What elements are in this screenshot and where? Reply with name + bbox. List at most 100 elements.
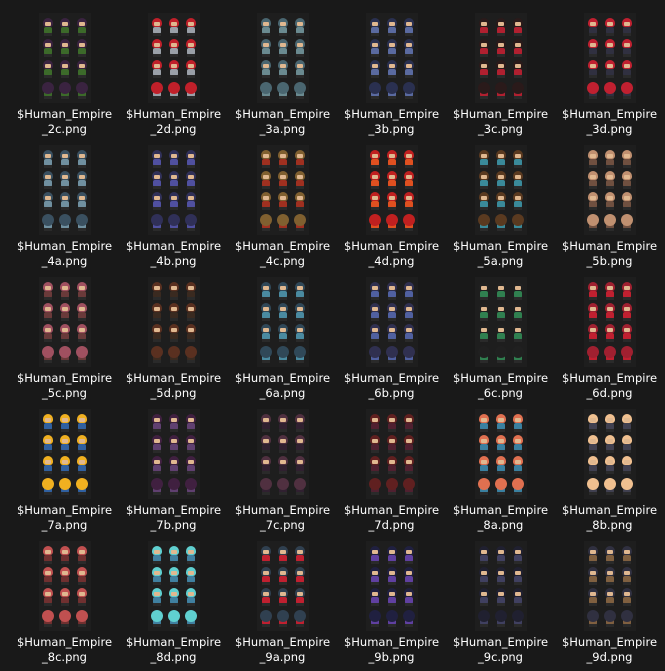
- file-name[interactable]: $Human_Empire _3d.png: [557, 107, 662, 137]
- file-thumbnail[interactable]: [38, 277, 91, 367]
- file-name[interactable]: $Human_Empire _8a.png: [448, 503, 553, 533]
- file-name[interactable]: $Human_Empire _5c.png: [12, 371, 117, 401]
- file-name[interactable]: $Human_Empire _5d.png: [121, 371, 226, 401]
- file-name[interactable]: $Human_Empire _6d.png: [557, 371, 662, 401]
- file-name[interactable]: $Human_Empire _6c.png: [448, 371, 553, 401]
- file-name-line2: _3a.png: [259, 122, 306, 136]
- file-name[interactable]: $Human_Empire _7c.png: [230, 503, 335, 533]
- file-thumbnail[interactable]: [474, 13, 527, 103]
- file-thumbnail[interactable]: [147, 13, 200, 103]
- file-item[interactable]: $Human_Empire _3b.png: [337, 10, 446, 142]
- sprite-frame: [511, 59, 525, 78]
- file-thumbnail[interactable]: [38, 145, 91, 235]
- file-thumbnail[interactable]: [583, 277, 636, 367]
- file-thumbnail[interactable]: [256, 145, 309, 235]
- file-name[interactable]: $Human_Empire _4a.png: [12, 239, 117, 269]
- file-thumbnail[interactable]: [583, 541, 636, 631]
- file-name-line2: _6a.png: [259, 386, 306, 400]
- sprite-frame: [368, 81, 382, 99]
- file-item[interactable]: $Human_Empire _6c.png: [446, 274, 555, 406]
- file-thumbnail[interactable]: [256, 541, 309, 631]
- file-name[interactable]: $Human_Empire _5b.png: [557, 239, 662, 269]
- file-item[interactable]: $Human_Empire _5c.png: [10, 274, 119, 406]
- file-name[interactable]: $Human_Empire _9b.png: [339, 635, 444, 665]
- file-name[interactable]: $Human_Empire _6b.png: [339, 371, 444, 401]
- file-name[interactable]: $Human_Empire _4c.png: [230, 239, 335, 269]
- file-name-line1: $Human_Empire: [125, 239, 222, 253]
- file-name[interactable]: $Human_Empire _7a.png: [12, 503, 117, 533]
- file-item[interactable]: $Human_Empire _6b.png: [337, 274, 446, 406]
- file-thumbnail[interactable]: [583, 145, 636, 235]
- file-item[interactable]: $Human_Empire _9d.png: [555, 538, 664, 670]
- file-thumbnail[interactable]: [583, 13, 636, 103]
- file-name[interactable]: $Human_Empire _2d.png: [121, 107, 226, 137]
- file-item[interactable]: $Human_Empire _4a.png: [10, 142, 119, 274]
- file-name[interactable]: $Human_Empire _5a.png: [448, 239, 553, 269]
- file-item[interactable]: $Human_Empire _3d.png: [555, 10, 664, 142]
- file-thumbnail[interactable]: [38, 409, 91, 499]
- file-item[interactable]: $Human_Empire _9a.png: [228, 538, 337, 670]
- sprite-frame: [41, 609, 55, 627]
- file-thumbnail[interactable]: [365, 145, 418, 235]
- file-name-line1: $Human_Empire: [561, 107, 658, 121]
- sprite-frame: [511, 281, 525, 300]
- file-thumbnail[interactable]: [147, 277, 200, 367]
- file-thumbnail[interactable]: [256, 409, 309, 499]
- file-item[interactable]: $Human_Empire _6d.png: [555, 274, 664, 406]
- file-item[interactable]: $Human_Empire _8d.png: [119, 538, 228, 670]
- file-thumbnail[interactable]: [583, 409, 636, 499]
- file-item[interactable]: $Human_Empire _7c.png: [228, 406, 337, 538]
- file-item[interactable]: $Human_Empire _5b.png: [555, 142, 664, 274]
- file-name[interactable]: $Human_Empire _7d.png: [339, 503, 444, 533]
- file-name[interactable]: $Human_Empire _8b.png: [557, 503, 662, 533]
- file-name[interactable]: $Human_Empire _8d.png: [121, 635, 226, 665]
- file-thumbnail[interactable]: [365, 277, 418, 367]
- file-item[interactable]: $Human_Empire _5d.png: [119, 274, 228, 406]
- file-item[interactable]: $Human_Empire _2d.png: [119, 10, 228, 142]
- file-name[interactable]: $Human_Empire _3b.png: [339, 107, 444, 137]
- file-thumbnail[interactable]: [474, 409, 527, 499]
- file-item[interactable]: $Human_Empire _2c.png: [10, 10, 119, 142]
- file-item[interactable]: $Human_Empire _6a.png: [228, 274, 337, 406]
- file-name[interactable]: $Human_Empire _2c.png: [12, 107, 117, 137]
- file-item[interactable]: $Human_Empire _8c.png: [10, 538, 119, 670]
- file-thumbnail[interactable]: [147, 541, 200, 631]
- file-item[interactable]: $Human_Empire _9c.png: [446, 538, 555, 670]
- file-item[interactable]: $Human_Empire _8a.png: [446, 406, 555, 538]
- file-name[interactable]: $Human_Empire _3c.png: [448, 107, 553, 137]
- file-item[interactable]: $Human_Empire _9b.png: [337, 538, 446, 670]
- file-thumbnail[interactable]: [38, 13, 91, 103]
- file-thumbnail[interactable]: [365, 409, 418, 499]
- file-item[interactable]: $Human_Empire _7b.png: [119, 406, 228, 538]
- file-thumbnail[interactable]: [474, 277, 527, 367]
- file-item[interactable]: $Human_Empire _5a.png: [446, 142, 555, 274]
- file-thumbnail[interactable]: [365, 541, 418, 631]
- file-thumbnail[interactable]: [256, 277, 309, 367]
- file-thumbnail[interactable]: [256, 13, 309, 103]
- file-thumbnail[interactable]: [474, 145, 527, 235]
- file-item[interactable]: $Human_Empire _4c.png: [228, 142, 337, 274]
- file-thumbnail[interactable]: [38, 541, 91, 631]
- file-name[interactable]: $Human_Empire _9a.png: [230, 635, 335, 665]
- file-item[interactable]: $Human_Empire _3c.png: [446, 10, 555, 142]
- file-name[interactable]: $Human_Empire _7b.png: [121, 503, 226, 533]
- file-thumbnail[interactable]: [147, 409, 200, 499]
- sprite-frame: [494, 455, 508, 474]
- file-item[interactable]: $Human_Empire _3a.png: [228, 10, 337, 142]
- file-name[interactable]: $Human_Empire _4b.png: [121, 239, 226, 269]
- file-name[interactable]: $Human_Empire _3a.png: [230, 107, 335, 137]
- sprite-frame: [477, 587, 491, 606]
- file-name[interactable]: $Human_Empire _4d.png: [339, 239, 444, 269]
- file-item[interactable]: $Human_Empire _4b.png: [119, 142, 228, 274]
- file-name[interactable]: $Human_Empire _9d.png: [557, 635, 662, 665]
- file-name[interactable]: $Human_Empire _8c.png: [12, 635, 117, 665]
- file-item[interactable]: $Human_Empire _7d.png: [337, 406, 446, 538]
- file-item[interactable]: $Human_Empire _4d.png: [337, 142, 446, 274]
- file-item[interactable]: $Human_Empire _7a.png: [10, 406, 119, 538]
- file-thumbnail[interactable]: [147, 145, 200, 235]
- file-name[interactable]: $Human_Empire _6a.png: [230, 371, 335, 401]
- file-thumbnail[interactable]: [365, 13, 418, 103]
- file-thumbnail[interactable]: [474, 541, 527, 631]
- file-name[interactable]: $Human_Empire _9c.png: [448, 635, 553, 665]
- file-item[interactable]: $Human_Empire _8b.png: [555, 406, 664, 538]
